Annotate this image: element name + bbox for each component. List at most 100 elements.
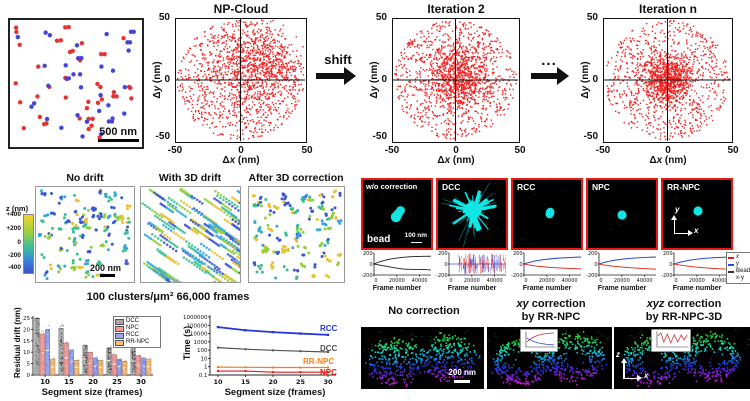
iteration-arrow-shaft bbox=[531, 73, 557, 79]
dcc-line-label: DCC bbox=[320, 344, 338, 353]
shift-label: shift bbox=[324, 52, 352, 67]
colorbar-tick-0: 0 bbox=[17, 239, 21, 246]
with-drift-panel bbox=[140, 186, 241, 283]
compute-time-chart bbox=[180, 310, 352, 388]
trace-plot-dcc bbox=[436, 250, 508, 284]
cell-title-xyz-correction: xyz correction by RR-NPC-3D bbox=[645, 298, 723, 323]
drift-scale-bar bbox=[100, 274, 115, 277]
np0-ytick-50: 50 bbox=[158, 12, 170, 23]
bead-line-swatch bbox=[728, 271, 734, 273]
np0-ylabel: Δy (nm) bbox=[152, 61, 163, 99]
colorbar-tick-neg400: -400 bbox=[7, 264, 21, 271]
cell-x-axis-label: x bbox=[644, 371, 649, 380]
after-correction-title: After 3D correction bbox=[248, 172, 344, 184]
np1-xtick-neg50: -50 bbox=[384, 145, 400, 156]
drift-scale-label: 200 nm bbox=[89, 263, 121, 273]
npc-swatch bbox=[115, 325, 124, 332]
np-cloud-canvas bbox=[176, 19, 305, 141]
bead-text: bead bbox=[367, 234, 391, 245]
bead-canvas-rcc bbox=[513, 180, 580, 247]
z-drift-inset-plot bbox=[651, 329, 691, 352]
bead-panel-label: w/o correction bbox=[366, 182, 418, 191]
np0-xlabel: Δx (nm) bbox=[222, 155, 260, 166]
bar-xlabel: Segment size (frames) bbox=[41, 387, 143, 398]
panel-a-scale-bar bbox=[98, 138, 139, 142]
with-drift-title: With 3D drift bbox=[158, 172, 222, 184]
bead-panel-label: RR-NPC bbox=[667, 182, 701, 192]
z-colorbar bbox=[23, 214, 34, 274]
bead-panel-label: RCC bbox=[517, 182, 536, 192]
trace-plot-rcc bbox=[511, 250, 583, 284]
bar-legend-rr-npc: RR-NPC bbox=[115, 339, 159, 346]
cell-canvas-no-correction bbox=[361, 327, 484, 389]
np1-ylabel: Δy (nm) bbox=[369, 61, 380, 99]
bar-legend: DCC NPC RCC RR-NPC bbox=[113, 316, 161, 348]
np1-ytick-50: 50 bbox=[375, 12, 387, 23]
np2-xtick-0: 0 bbox=[665, 145, 671, 156]
shift-arrow-icon bbox=[344, 67, 356, 85]
y-line-swatch bbox=[728, 263, 734, 266]
trace-legend: x y Bead x-y bbox=[726, 252, 750, 284]
x-line-swatch bbox=[728, 256, 734, 259]
np1-xtick-50: 50 bbox=[514, 145, 526, 156]
time-xlabel: Segment size (frames) bbox=[224, 387, 326, 398]
np2-ytick-neg50: -50 bbox=[583, 131, 598, 142]
rcc-line-label: RCC bbox=[320, 324, 338, 333]
x-axis-label: x bbox=[694, 226, 699, 235]
np0-ytick-neg50: -50 bbox=[155, 131, 170, 142]
z-axis-line bbox=[623, 362, 625, 379]
x-axis-arrow-icon bbox=[687, 230, 693, 236]
trace-xlabel: Frame number bbox=[372, 285, 422, 292]
colorbar-tick-200: +200 bbox=[6, 225, 21, 232]
xy-drift-inset-plot bbox=[520, 329, 558, 352]
y-axis-arrow-icon bbox=[671, 215, 677, 220]
trace-legend-x: x bbox=[728, 254, 750, 261]
np2-xtick-50: 50 bbox=[727, 145, 739, 156]
cell-panel-no-correction: 200 nm bbox=[361, 327, 484, 389]
iteration-n-canvas bbox=[604, 19, 731, 141]
trace-xlabel: Frame number bbox=[447, 285, 497, 292]
np1-ytick-neg50: -50 bbox=[372, 131, 387, 142]
bead-panel-label: NPC bbox=[592, 182, 610, 192]
bead-panel-npc: NPC bbox=[586, 178, 658, 250]
two-color-localization-canvas bbox=[10, 20, 138, 143]
rr-npc-swatch bbox=[115, 339, 124, 346]
bead-canvas-rr-npc bbox=[663, 180, 730, 247]
trace-canvas-rcc bbox=[511, 250, 583, 284]
np0-ytick-0: 0 bbox=[164, 74, 170, 85]
trace-canvas-wo bbox=[361, 250, 433, 284]
trace-plot-wo bbox=[361, 250, 433, 284]
bar-legend-npc: NPC bbox=[115, 325, 159, 332]
y-axis-label: y bbox=[675, 205, 680, 214]
two-color-localization-panel: 500 nm bbox=[8, 18, 144, 149]
bead-panel-wo-correction: w/o correction bead 100 nm bbox=[361, 178, 433, 250]
bead-canvas-wo bbox=[363, 180, 430, 247]
colorbar-tick-400: +400 bbox=[6, 211, 21, 218]
np0-xtick-neg50: -50 bbox=[167, 145, 183, 156]
rr-npc-line-label: RR-NPC bbox=[303, 357, 335, 366]
no-drift-title: No drift bbox=[66, 172, 104, 184]
cell-x-axis-arrow-icon bbox=[637, 375, 642, 381]
bead-panel-rcc: RCC bbox=[511, 178, 583, 250]
np2-xlabel: Δx (nm) bbox=[649, 155, 687, 166]
bead-scale-bar bbox=[411, 241, 422, 243]
cell-x-axis-line bbox=[623, 377, 637, 379]
trace-plot-rr-npc bbox=[661, 250, 733, 284]
bead-scale-label: 100 nm bbox=[404, 232, 427, 239]
trace-plot-npc bbox=[586, 250, 658, 284]
no-drift-panel: 200 nm bbox=[35, 186, 135, 283]
bead-canvas-dcc bbox=[438, 180, 505, 247]
trace-canvas-dcc bbox=[436, 250, 508, 284]
trace-canvas-rr-npc bbox=[661, 250, 733, 284]
iteration-n-plot bbox=[603, 18, 733, 143]
np-cloud-title: NP-Cloud bbox=[213, 2, 269, 16]
cell-scale-bar bbox=[454, 380, 470, 383]
colorbar-title: z (nm) bbox=[6, 204, 29, 213]
x-axis-line bbox=[673, 232, 688, 234]
np1-xtick-0: 0 bbox=[453, 145, 459, 156]
iteration-arrow-icon bbox=[557, 67, 569, 85]
shift-arrow-shaft bbox=[316, 73, 344, 79]
after-correction-panel bbox=[248, 186, 345, 283]
iteration2-plot bbox=[392, 18, 520, 143]
